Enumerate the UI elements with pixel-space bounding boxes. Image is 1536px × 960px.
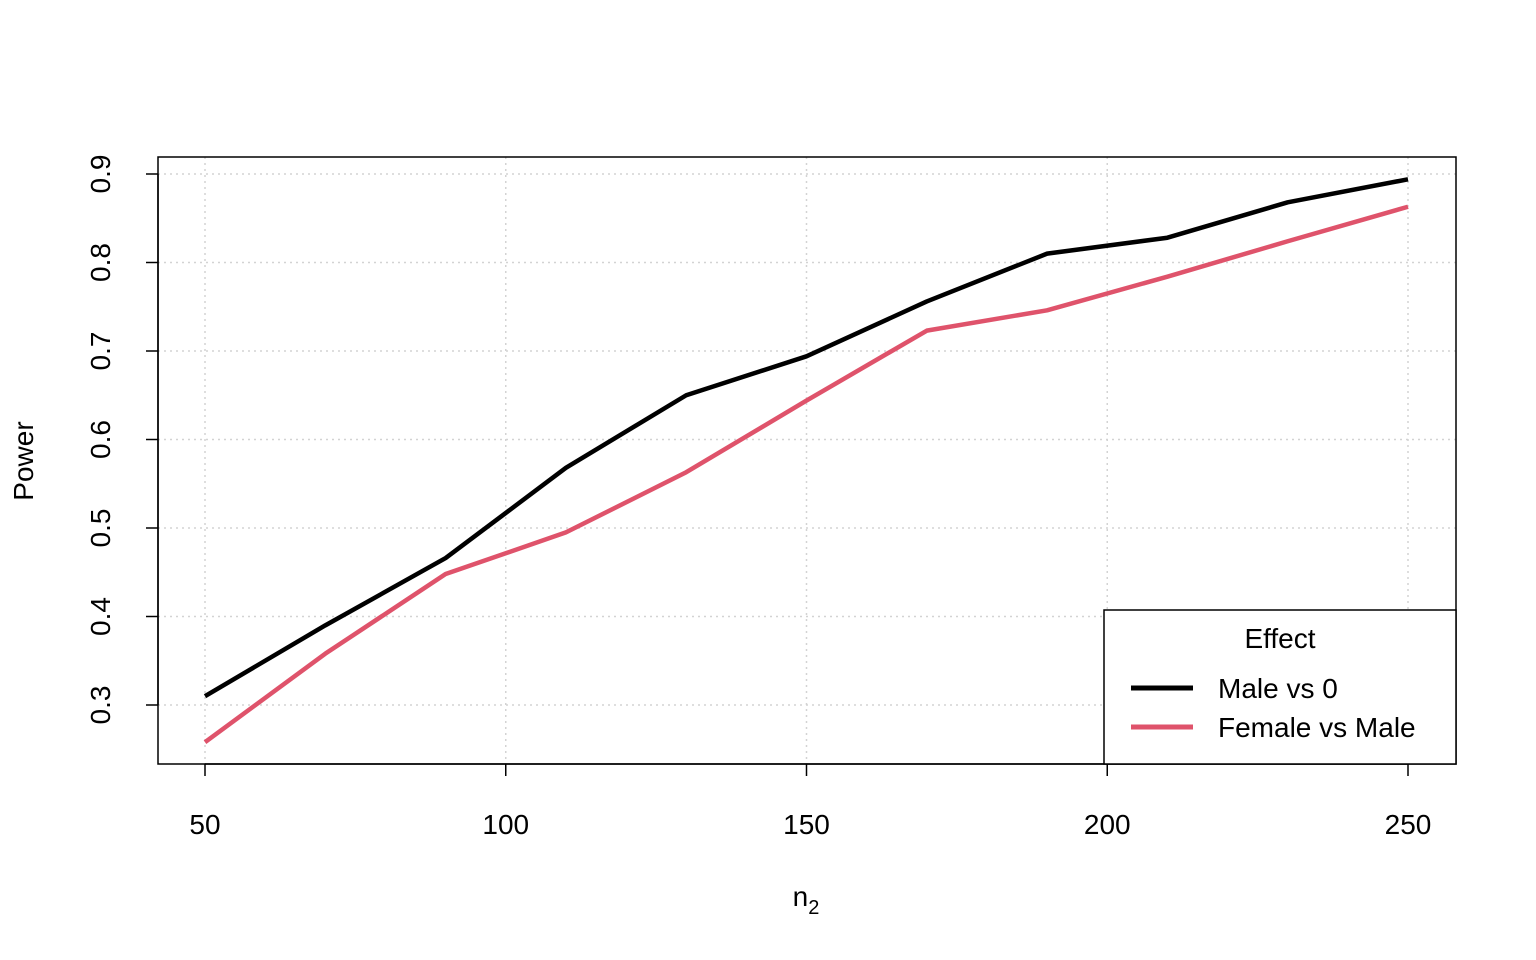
x-axis-title: n2 (793, 881, 820, 919)
y-tick-label: 0.7 (85, 332, 116, 371)
y-axis: 0.3 0.4 0.5 0.6 0.7 0.8 0.9 (85, 155, 159, 725)
legend-label-2: Female vs Male (1218, 712, 1416, 743)
y-tick-label: 0.5 (85, 509, 116, 548)
y-tick-label: 0.6 (85, 420, 116, 459)
legend: Effect Male vs 0 Female vs Male (1103, 609, 1457, 765)
x-axis: 50 100 150 200 250 (189, 763, 1432, 840)
series-line-1 (203, 177, 1409, 699)
legend-title: Effect (1244, 623, 1315, 654)
legend-items: Male vs 0 Female vs Male (1131, 673, 1416, 743)
x-tick-label: 150 (783, 809, 830, 840)
x-axis-title-base: n (793, 881, 809, 912)
y-tick-label: 0.9 (85, 155, 116, 194)
x-tick-label: 200 (1084, 809, 1131, 840)
series-line-2 (203, 204, 1409, 744)
legend-label-1: Male vs 0 (1218, 673, 1338, 704)
series-lines (203, 177, 1409, 744)
x-tick-label: 50 (189, 809, 220, 840)
y-axis-title: Power (8, 421, 39, 500)
y-tick-label: 0.3 (85, 686, 116, 725)
y-tick-label: 0.4 (85, 597, 116, 636)
y-tick-label: 0.8 (85, 243, 116, 282)
x-axis-title-subscript: 2 (808, 897, 819, 919)
x-tick-label: 250 (1385, 809, 1432, 840)
x-tick-label: 100 (482, 809, 529, 840)
